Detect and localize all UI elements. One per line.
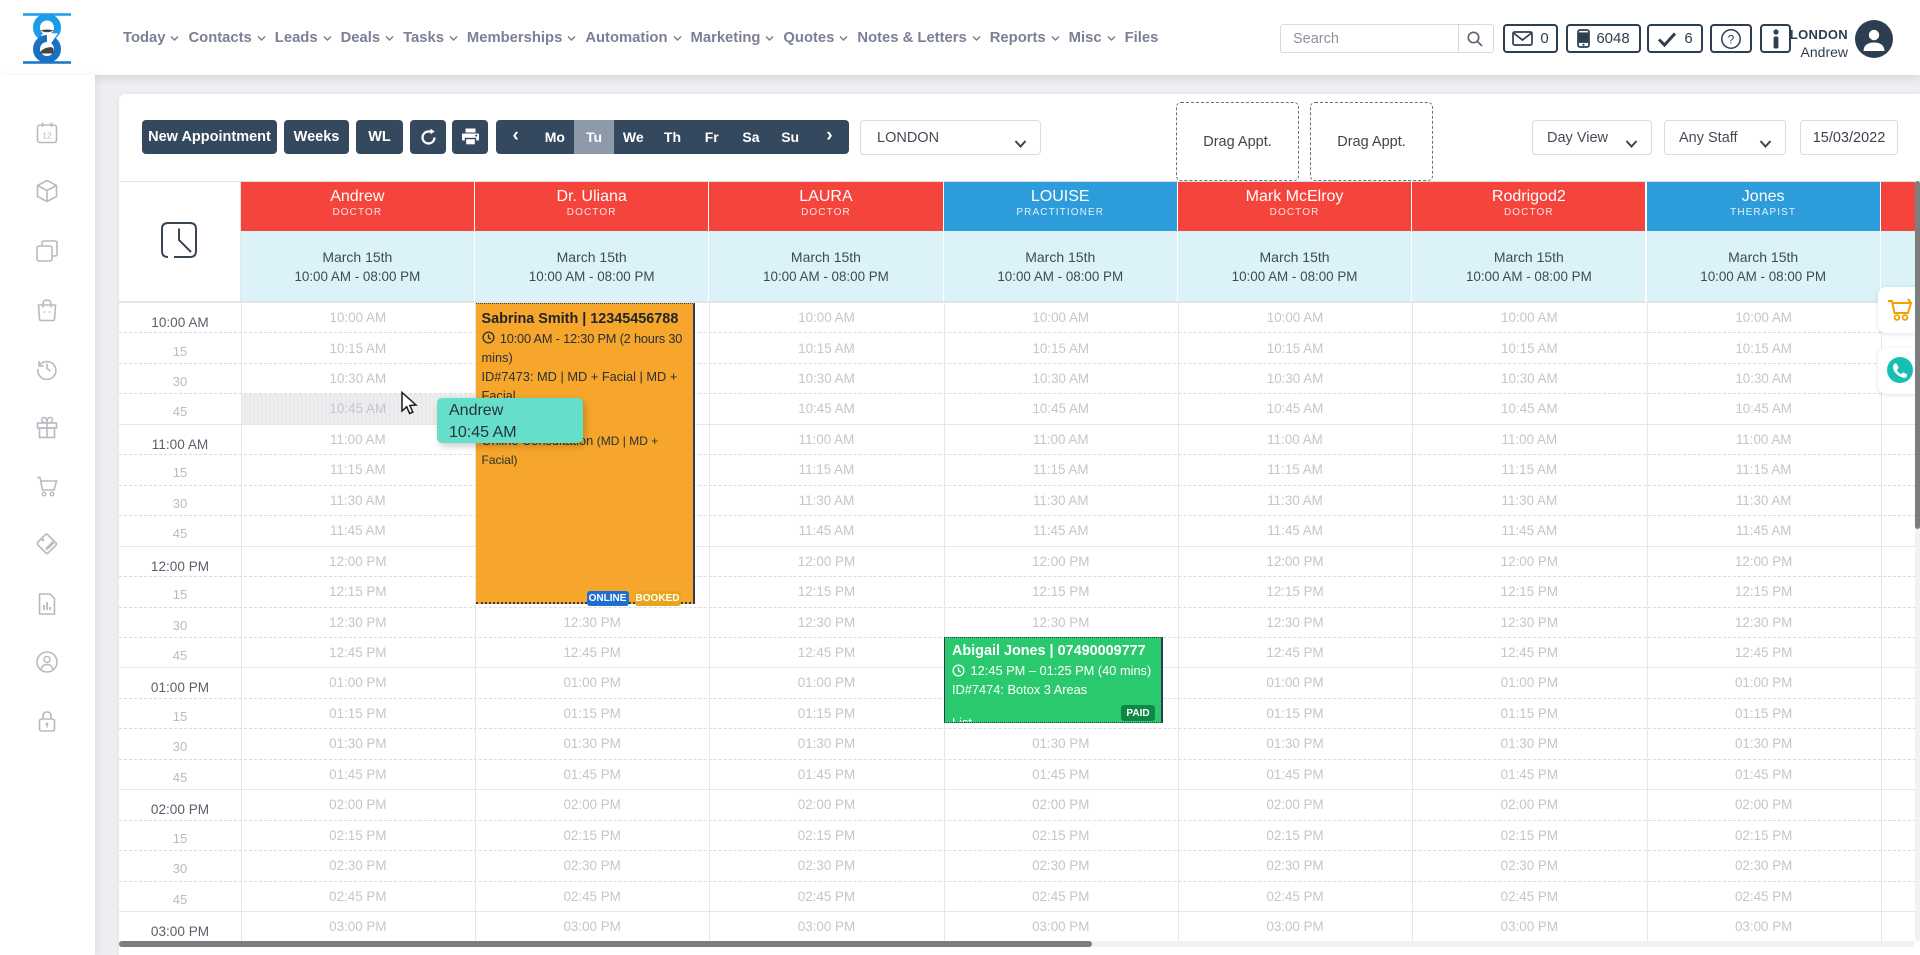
svg-text:?: ?: [1728, 32, 1735, 46]
svg-text:12: 12: [42, 131, 52, 141]
